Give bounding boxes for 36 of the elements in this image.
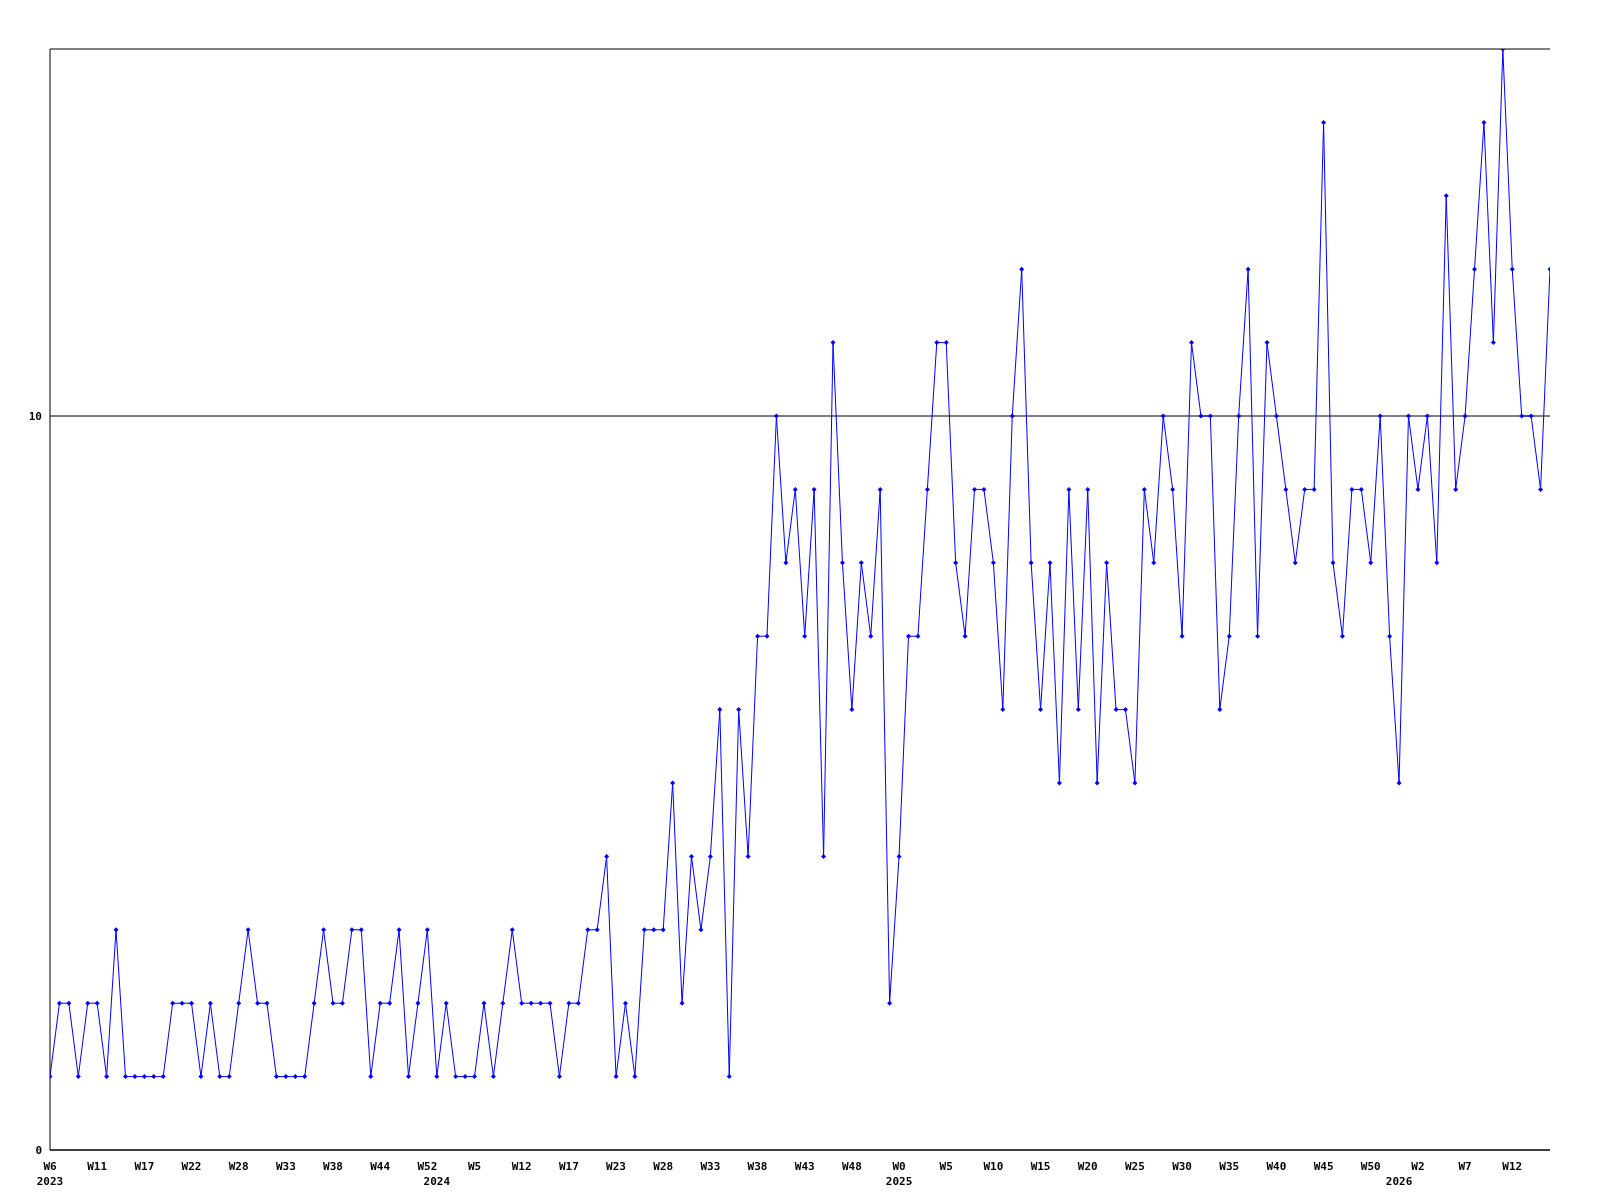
x-tick-label: W17	[134, 1160, 155, 1173]
x-tick-label: W10	[983, 1160, 1004, 1173]
x-tick-label: W33	[700, 1160, 721, 1173]
x-tick-label: W28	[228, 1160, 249, 1173]
x-tick-label: 2026	[1385, 1175, 1413, 1188]
x-tick-label: W0 2025	[885, 1160, 913, 1188]
x-tick-label: W5	[939, 1160, 953, 1173]
x-tick-label: W12	[511, 1160, 532, 1173]
x-tick-label: W12	[1502, 1160, 1523, 1173]
x-tick-label: W15	[1030, 1160, 1051, 1173]
x-tick-label: W5	[467, 1160, 482, 1173]
y-tick-label: 10	[28, 409, 42, 423]
x-tick-label: W33	[275, 1160, 296, 1173]
x-tick-label: W17	[558, 1160, 579, 1173]
x-tick-label: W44	[370, 1160, 391, 1173]
x-tick-label: W30	[1172, 1160, 1193, 1173]
x-tick-label: W11	[87, 1160, 108, 1173]
x-tick-label: W7	[1458, 1160, 1472, 1173]
x-tick-label: W25	[1124, 1160, 1145, 1173]
x-tick-label: W38	[747, 1160, 768, 1173]
x-tick-label: W52	[417, 1160, 438, 1173]
x-tick-label: W43	[794, 1160, 815, 1173]
x-tick-label: W35	[1219, 1160, 1240, 1173]
x-tick-label: W28	[653, 1160, 674, 1173]
x-tick-label: W45	[1313, 1160, 1334, 1173]
x-tick-label: W38	[323, 1160, 343, 1173]
x-tick-label: W2	[1411, 1160, 1425, 1173]
x-tick-label: 2024	[423, 1175, 451, 1188]
x-tick-label: W20	[1077, 1160, 1098, 1173]
x-tick-label: W22	[181, 1160, 202, 1173]
x-tick-label: W50	[1360, 1160, 1381, 1173]
x-tick-label: W23	[606, 1160, 626, 1173]
x-tick-label: W40	[1266, 1160, 1287, 1173]
x-tick-label: W6 2023	[36, 1160, 64, 1188]
y-tick-label: 0	[35, 1143, 42, 1157]
x-tick-label: W48	[841, 1160, 862, 1173]
